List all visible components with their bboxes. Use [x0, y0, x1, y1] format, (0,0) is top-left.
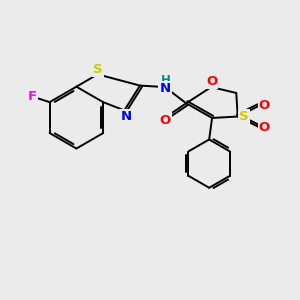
Text: N: N [120, 110, 131, 123]
Text: H: H [160, 74, 170, 87]
Text: O: O [259, 99, 270, 112]
Text: S: S [93, 63, 103, 76]
Text: S: S [239, 110, 249, 123]
Text: F: F [27, 90, 37, 103]
Text: O: O [206, 75, 218, 88]
Text: N: N [159, 82, 171, 95]
Text: O: O [159, 113, 171, 127]
Text: O: O [259, 121, 270, 134]
